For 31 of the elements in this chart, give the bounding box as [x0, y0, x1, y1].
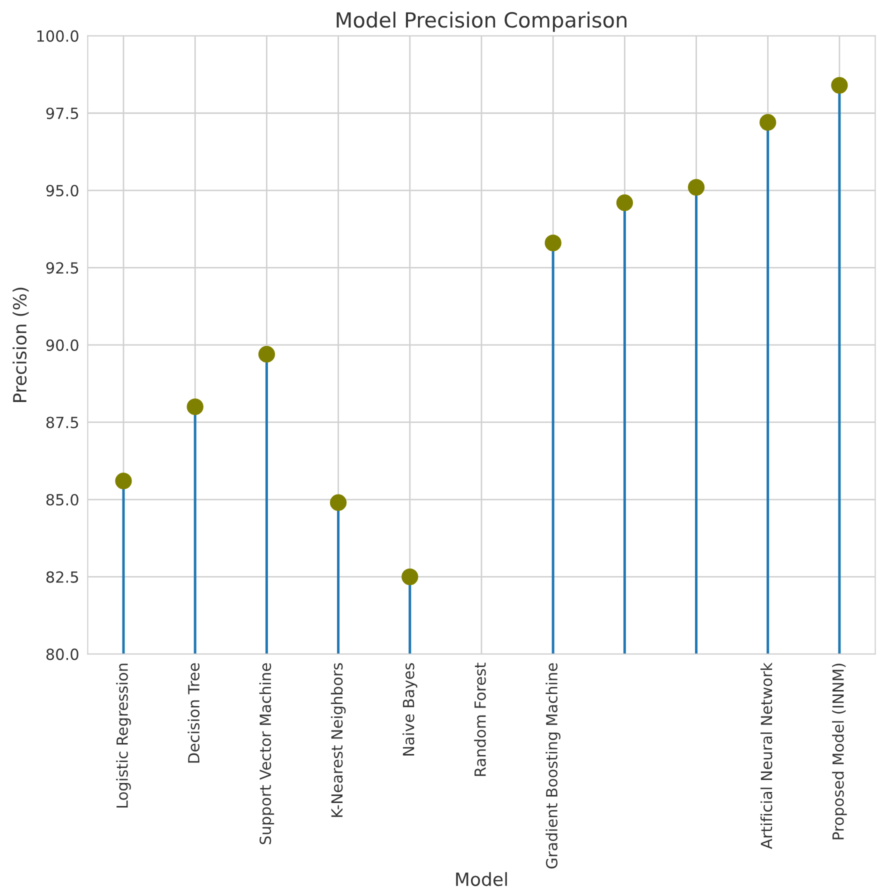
point [688, 178, 705, 196]
y-tick-label: 87.5 [46, 416, 78, 428]
x-tick-label: K-Nearest Neighbors [330, 663, 346, 817]
chart-title: Model Precision Comparison [336, 12, 626, 32]
x-tick-label: Artificial Neural Network [760, 662, 772, 850]
point [258, 346, 276, 363]
point [186, 398, 204, 416]
y-tick-label: 92.5 [46, 262, 78, 274]
x-tick-label: Gradient Boosting Machine [546, 663, 560, 868]
y-tick-label: 90.0 [46, 339, 78, 351]
x-tick-label: Proposed Model (INNM) [832, 664, 847, 840]
point [831, 76, 848, 94]
y-tick-label: 95.0 [46, 184, 78, 196]
y-tick-label: 85.0 [46, 494, 78, 506]
point [616, 194, 633, 212]
point [330, 494, 347, 511]
x-tick-label: Random Forest [474, 662, 486, 776]
y-tick-label: 100.0 [37, 30, 78, 42]
point [760, 114, 776, 131]
x-tick-label: Decision Tree [188, 663, 200, 763]
point [402, 568, 418, 586]
point [115, 472, 132, 490]
x-tick-label: Logistic Regression [116, 664, 131, 808]
y-tick-label: 82.5 [46, 571, 78, 583]
y-tick-label: 80.0 [46, 648, 78, 660]
x-axis-title: Model [456, 872, 507, 886]
y-tick-label: 97.5 [46, 108, 78, 120]
point [544, 234, 562, 252]
x-tick-label: Naive Bayes [402, 663, 418, 756]
x-tick-label: Support Vector Machine [259, 663, 274, 844]
y-axis-title: Precision (%) [12, 288, 29, 402]
